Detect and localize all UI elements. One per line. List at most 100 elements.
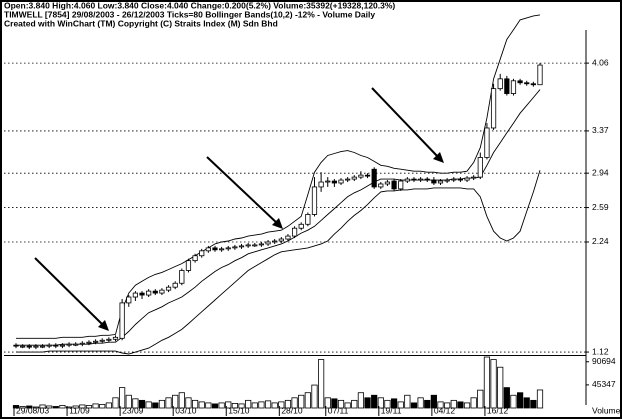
candle-body <box>524 82 530 85</box>
candle-body <box>305 214 311 225</box>
x-tick-label: 15/10 <box>228 405 250 415</box>
volume-bar <box>284 399 292 409</box>
candle-body <box>537 64 543 86</box>
volume-bar <box>318 359 325 409</box>
candle-body <box>13 344 19 347</box>
candle-body <box>278 238 284 242</box>
y-tick-label: 1.12 <box>592 346 609 356</box>
arrow <box>34 257 105 327</box>
candle-body <box>444 179 450 182</box>
volume-bar <box>245 399 252 409</box>
volume-bar <box>12 405 20 409</box>
volume-bar <box>125 394 132 409</box>
volume-bar <box>430 394 437 409</box>
candle-body <box>212 247 218 251</box>
candle-body <box>172 282 178 288</box>
candle-body <box>311 186 318 215</box>
candle-body <box>451 178 457 181</box>
volume-bar <box>278 401 285 409</box>
arrow-head <box>433 152 444 163</box>
candle-body <box>424 178 430 181</box>
candle-body <box>464 177 470 181</box>
x-tick-label: 28/10 <box>281 405 303 415</box>
candle-body <box>146 290 152 296</box>
volume-bar <box>444 402 451 409</box>
candle-body <box>504 78 510 94</box>
volume-bar <box>457 401 464 409</box>
volume-bar <box>530 399 537 409</box>
x-tick-label: 07/11 <box>328 405 349 415</box>
candle-body <box>398 180 404 190</box>
volume-bar <box>72 405 79 409</box>
candle-body <box>39 345 46 348</box>
volume-bar <box>52 406 59 409</box>
volume-bar <box>304 392 311 409</box>
candle-body <box>86 341 92 344</box>
volume-bar <box>404 394 411 409</box>
candle-body <box>530 83 536 86</box>
volume-bar <box>99 404 106 409</box>
candle-body <box>165 286 172 291</box>
candle-body <box>378 183 384 188</box>
volume-bar <box>450 399 457 409</box>
arrow-head <box>98 320 109 331</box>
volume-bar <box>437 401 444 409</box>
volume-bar <box>384 399 391 409</box>
volume-bar <box>483 356 491 409</box>
candle-body <box>26 345 32 348</box>
volume-bar <box>364 397 371 409</box>
volume-bar <box>172 394 179 409</box>
x-tick-label: 03/10 <box>175 405 197 415</box>
x-tick-label: 29/08/03 <box>16 405 49 415</box>
volume-bar <box>65 406 73 409</box>
volume-bar <box>85 405 93 409</box>
candle-body <box>159 289 165 294</box>
volume-bar <box>264 400 272 409</box>
candle-body <box>404 178 410 182</box>
volume-bar <box>26 405 33 409</box>
annotation-arrows <box>34 87 444 331</box>
candle-body <box>238 245 245 248</box>
volume-bar <box>59 405 66 409</box>
candle-body <box>46 344 52 347</box>
candle-body <box>192 255 198 262</box>
volume-axis-label: Volume <box>592 405 621 415</box>
candle-body <box>265 241 271 245</box>
volume-bar <box>324 397 331 409</box>
volume-bar <box>477 389 484 409</box>
volume-bar <box>357 392 365 409</box>
candle-body <box>199 250 205 257</box>
y-tick-label: 3.37 <box>592 125 609 135</box>
candle-body <box>437 180 444 184</box>
volume-bar <box>112 397 119 409</box>
candle-body <box>358 174 364 178</box>
volume-bar <box>231 403 238 409</box>
candle-body <box>391 180 397 190</box>
volume-bar <box>344 402 351 409</box>
volume-bar <box>46 405 53 409</box>
chart-title: Open:3.840 High:4.060 Low:3.840 Close:4.… <box>4 0 395 10</box>
candle-body <box>457 178 464 181</box>
candle-body <box>351 176 357 180</box>
candle-body <box>285 235 291 240</box>
candle-body <box>132 292 138 298</box>
volume-bar <box>191 399 199 409</box>
volume-bar <box>39 404 46 409</box>
x-tick-label: 04/12 <box>434 405 456 415</box>
volume-bar <box>258 401 265 409</box>
candle-body <box>59 344 66 347</box>
volume-bar <box>145 401 152 409</box>
y-tick-label: 2.59 <box>592 202 609 212</box>
volume-bar <box>497 366 504 409</box>
candle-body <box>364 174 371 177</box>
volume-bar <box>424 399 431 409</box>
arrow <box>206 156 279 225</box>
volume-bar <box>397 401 404 409</box>
x-tick-label: 19/11 <box>381 405 402 415</box>
candle-body <box>497 78 503 90</box>
volume-bar <box>105 402 112 409</box>
volume-bar <box>218 402 225 409</box>
arrow <box>371 87 440 159</box>
volume-bar <box>463 402 471 409</box>
chart-credit: Created with WinChart (TM) Copyright (C)… <box>4 18 278 28</box>
